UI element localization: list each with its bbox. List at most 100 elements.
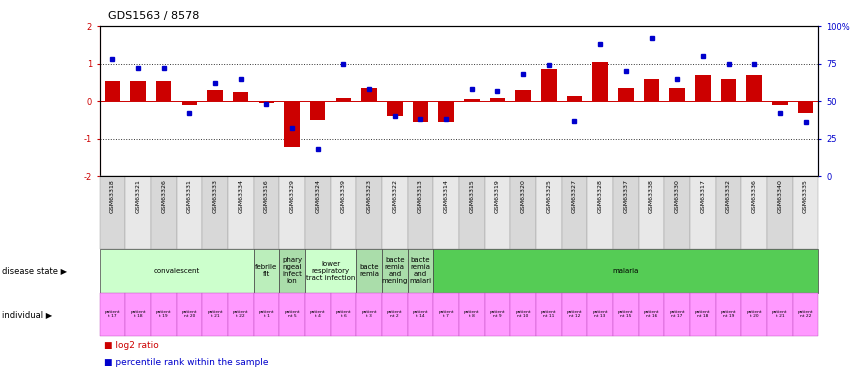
Bar <box>356 249 382 292</box>
Text: GSM63317: GSM63317 <box>701 179 705 213</box>
Text: GSM63332: GSM63332 <box>726 179 731 213</box>
Text: GSM63314: GSM63314 <box>443 179 449 213</box>
Bar <box>485 176 510 249</box>
Text: GSM63328: GSM63328 <box>598 179 603 213</box>
Text: GSM63335: GSM63335 <box>803 179 808 213</box>
Text: febrile
fit: febrile fit <box>255 264 278 278</box>
Bar <box>510 292 536 336</box>
Bar <box>566 96 582 101</box>
Bar <box>485 292 510 336</box>
Text: ■ log2 ratio: ■ log2 ratio <box>104 341 158 350</box>
Text: GSM63319: GSM63319 <box>495 179 500 213</box>
Bar <box>613 176 638 249</box>
Text: patient
t 22: patient t 22 <box>233 310 249 318</box>
Bar <box>433 249 818 292</box>
Text: GSM63323: GSM63323 <box>366 179 372 213</box>
Bar <box>459 292 485 336</box>
Text: patient
nt 16: patient nt 16 <box>643 310 659 318</box>
Bar <box>669 88 685 101</box>
Text: GSM63325: GSM63325 <box>546 179 552 213</box>
Text: patient
nt 10: patient nt 10 <box>515 310 531 318</box>
Text: GSM63331: GSM63331 <box>187 179 192 213</box>
Text: patient
t 21: patient t 21 <box>772 310 788 318</box>
Bar <box>203 176 228 249</box>
Text: patient
nt 17: patient nt 17 <box>669 310 685 318</box>
Bar <box>643 79 659 101</box>
Text: patient
nt 15: patient nt 15 <box>618 310 634 318</box>
Bar <box>100 176 126 249</box>
Bar <box>408 292 433 336</box>
Bar <box>541 69 557 101</box>
Bar <box>638 292 664 336</box>
Bar <box>741 176 767 249</box>
Bar <box>433 292 459 336</box>
Text: GSM63336: GSM63336 <box>752 179 757 213</box>
Bar <box>715 292 741 336</box>
Bar <box>772 101 787 105</box>
Bar <box>331 176 356 249</box>
Bar <box>464 99 480 101</box>
Bar <box>182 101 197 105</box>
Bar <box>490 98 505 101</box>
Bar <box>305 292 331 336</box>
Text: GSM63339: GSM63339 <box>341 179 346 213</box>
Text: disease state ▶: disease state ▶ <box>2 266 67 275</box>
Bar <box>254 249 279 292</box>
Bar <box>356 176 382 249</box>
Bar <box>721 79 736 101</box>
Text: patient
t 8: patient t 8 <box>464 310 480 318</box>
Bar <box>767 292 792 336</box>
Bar <box>438 101 454 122</box>
Bar <box>792 176 818 249</box>
Text: patient
nt 12: patient nt 12 <box>566 310 582 318</box>
Text: GSM63316: GSM63316 <box>264 179 269 213</box>
Text: patient
t 3: patient t 3 <box>361 310 377 318</box>
Bar <box>767 176 792 249</box>
Text: patient
t 7: patient t 7 <box>438 310 454 318</box>
Text: patient
t 17: patient t 17 <box>105 310 120 318</box>
Bar <box>259 101 275 103</box>
Bar <box>177 292 203 336</box>
Text: GSM63334: GSM63334 <box>238 179 243 213</box>
Text: patient
t 19: patient t 19 <box>156 310 171 318</box>
Bar <box>131 81 145 101</box>
Text: patient
t 21: patient t 21 <box>207 310 223 318</box>
Text: GSM63324: GSM63324 <box>315 179 320 213</box>
Bar <box>664 292 690 336</box>
Text: GSM63320: GSM63320 <box>520 179 526 213</box>
Text: patient
nt 18: patient nt 18 <box>695 310 711 318</box>
Text: GDS1563 / 8578: GDS1563 / 8578 <box>108 10 200 21</box>
Bar <box>284 101 300 147</box>
Bar <box>305 176 331 249</box>
Text: GSM63327: GSM63327 <box>572 179 577 213</box>
Bar <box>690 176 715 249</box>
Text: patient
t 1: patient t 1 <box>259 310 275 318</box>
Bar <box>562 176 587 249</box>
Bar <box>310 101 326 120</box>
Text: patient
nt 20: patient nt 20 <box>182 310 197 318</box>
Text: GSM63338: GSM63338 <box>649 179 654 213</box>
Text: GSM63322: GSM63322 <box>392 179 397 213</box>
Bar <box>515 90 531 101</box>
Bar <box>254 176 279 249</box>
Bar <box>228 292 254 336</box>
Bar <box>382 176 408 249</box>
Text: GSM63318: GSM63318 <box>110 179 115 213</box>
Text: bacte
remia
and
mening: bacte remia and mening <box>382 257 408 284</box>
Text: patient
t 14: patient t 14 <box>413 310 429 318</box>
Bar <box>413 101 428 122</box>
Bar <box>664 176 690 249</box>
Text: individual ▶: individual ▶ <box>2 310 52 319</box>
Text: GSM63333: GSM63333 <box>213 179 217 213</box>
Bar <box>459 176 485 249</box>
Text: patient
nt 9: patient nt 9 <box>489 310 505 318</box>
Bar <box>151 292 177 336</box>
Text: GSM63313: GSM63313 <box>418 179 423 213</box>
Text: GSM63337: GSM63337 <box>624 179 629 213</box>
Text: patient
t 4: patient t 4 <box>310 310 326 318</box>
Bar <box>279 176 305 249</box>
Text: patient
nt 19: patient nt 19 <box>721 310 736 318</box>
Bar <box>361 88 377 101</box>
Bar <box>408 176 433 249</box>
Text: patient
nt 22: patient nt 22 <box>798 310 813 318</box>
